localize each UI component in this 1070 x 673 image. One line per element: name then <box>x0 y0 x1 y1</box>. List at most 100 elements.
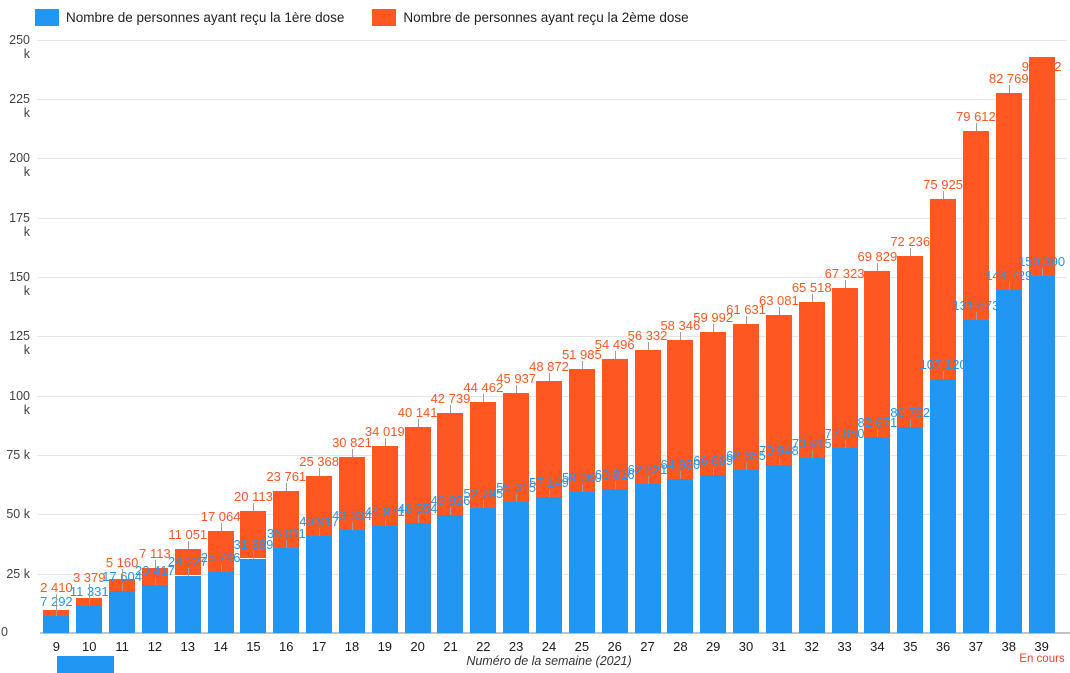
annotation-dose2-week-14: 17 064 <box>200 509 241 525</box>
annotation-stem-dose1-week-15 <box>253 550 255 559</box>
annotation-dose2-week-35: 72 236 <box>890 233 931 249</box>
bar-dose1-week-36[interactable] <box>930 378 957 633</box>
bar-dose1-week-32[interactable] <box>798 457 825 633</box>
annotation-dose2-week-13: 11 051 <box>168 527 208 543</box>
x-tick-label-week-25: 25 <box>574 639 590 654</box>
annotation-stem-dose2-week-11 <box>122 569 124 579</box>
annotation-dose2-week-12: 7 113 <box>139 545 171 561</box>
bar-dose2-week-36[interactable] <box>930 198 957 379</box>
bar-dose2-week-12[interactable] <box>141 567 168 585</box>
annotation-dose2-week-24: 48 872 <box>529 359 569 375</box>
annotation-stem-dose2-week-18 <box>351 449 353 457</box>
bar-dose2-week-16[interactable] <box>273 491 300 548</box>
bar-dose1-week-14[interactable] <box>207 571 234 633</box>
bar-dose1-week-12[interactable] <box>141 584 168 633</box>
bar-dose2-week-35[interactable] <box>897 255 924 428</box>
y-tick-label-25k: 25 k <box>6 566 30 581</box>
gridline-200k <box>37 158 1067 160</box>
bar-dose2-week-29[interactable] <box>700 332 727 475</box>
annotation-stem-dose1-week-23 <box>516 493 518 502</box>
bar-dose1-week-20[interactable] <box>404 522 431 633</box>
bar-dose1-week-34[interactable] <box>864 436 891 633</box>
bar-dose1-week-17[interactable] <box>306 535 333 633</box>
bar-dose1-week-25[interactable] <box>568 492 595 633</box>
bar-dose1-week-15[interactable] <box>240 558 267 633</box>
bar-dose2-week-19[interactable] <box>371 445 398 527</box>
annotation-stem-dose1-week-10 <box>89 598 91 607</box>
bar-dose2-week-32[interactable] <box>798 302 825 458</box>
gridline-150k <box>37 277 1067 279</box>
annotation-stem-dose1-week-28 <box>680 470 682 479</box>
annotation-stem-dose1-week-32 <box>811 449 813 458</box>
annotation-stem-dose2-week-33 <box>844 280 846 289</box>
bar-dose1-week-33[interactable] <box>831 448 858 633</box>
bar-dose1-week-30[interactable] <box>733 470 760 633</box>
annotation-stem-dose1-week-35 <box>910 419 912 428</box>
bar-dose2-week-28[interactable] <box>667 340 694 479</box>
annotation-dose1-week-18: 43 334 <box>332 508 372 524</box>
annotation-stem-dose2-week-35 <box>910 247 912 256</box>
annotation-dose2-week-31: 63 081 <box>758 292 799 308</box>
annotation-dose2-week-23: 45 937 <box>496 370 537 386</box>
annotation-stem-dose2-week-26 <box>614 351 616 360</box>
annotation-stem-dose1-week-11 <box>122 583 124 592</box>
annotation-dose2-week-21: 42 739 <box>430 391 471 407</box>
bar-dose2-week-18[interactable] <box>338 457 365 531</box>
bar-dose2-week-21[interactable] <box>437 413 464 515</box>
annotation-dose2-week-32: 65 518 <box>791 280 832 296</box>
annotation-stem-dose1-week-24 <box>549 489 550 498</box>
annotation-stem-dose2-week-13 <box>187 541 189 550</box>
bar-dose1-week-28[interactable] <box>667 478 694 633</box>
bar-dose1-week-24[interactable] <box>536 497 562 633</box>
annotation-dose1-week-26: 60 816 <box>594 466 635 482</box>
bar-dose1-week-38[interactable] <box>995 289 1022 633</box>
annotation-stem-dose2-week-12 <box>154 559 156 568</box>
bar-dose1-week-18[interactable] <box>338 530 365 633</box>
bar-dose2-week-22[interactable] <box>470 402 497 508</box>
annotation-stem-dose2-week-15 <box>253 502 255 511</box>
bar-dose1-week-9[interactable] <box>43 615 70 633</box>
annotation-dose1-week-37: 131 873 <box>952 298 1000 314</box>
x-tick-label-week-14: 14 <box>213 639 228 654</box>
bar-dose2-week-30[interactable] <box>733 323 760 471</box>
annotation-dose1-week-38: 144 729 <box>985 267 1033 283</box>
annotation-stem-dose2-week-29 <box>713 324 715 333</box>
gridline-175k <box>37 217 1067 219</box>
bar-dose1-week-27[interactable] <box>634 483 661 633</box>
bar-dose2-week-17[interactable] <box>306 475 333 536</box>
bar-dose1-week-10[interactable] <box>76 606 103 633</box>
annotation-stem-dose2-week-27 <box>647 342 649 351</box>
bar-dose2-week-31[interactable] <box>765 314 792 465</box>
bar-dose1-week-26[interactable] <box>601 488 628 633</box>
annotation-dose1-week-9: 7 292 <box>40 593 73 609</box>
annotation-stem-dose1-week-36 <box>943 370 945 379</box>
bar-dose1-week-21[interactable] <box>437 514 464 633</box>
bar-dose2-week-27[interactable] <box>634 350 661 484</box>
gridline-125k <box>37 336 1067 338</box>
bar-dose2-week-23[interactable] <box>503 392 530 502</box>
bar-dose1-week-22[interactable] <box>470 507 497 633</box>
bar-dose2-week-37[interactable] <box>962 131 989 321</box>
bar-dose1-week-23[interactable] <box>503 501 530 633</box>
bar-dose1-week-19[interactable] <box>371 526 398 633</box>
bar-dose1-week-39[interactable] <box>1028 276 1055 633</box>
bar-dose1-week-11[interactable] <box>109 591 136 633</box>
x-tick-label-week-16: 16 <box>279 639 294 654</box>
annotation-dose2-week-10: 3 379 <box>72 570 106 586</box>
bar-dose2-week-33[interactable] <box>831 288 858 449</box>
bar-dose2-week-24[interactable] <box>536 381 562 498</box>
bar-dose1-week-16[interactable] <box>273 547 300 633</box>
bar-dose1-week-29[interactable] <box>700 474 727 633</box>
bar-dose2-week-34[interactable] <box>864 271 891 437</box>
bar-dose2-week-26[interactable] <box>601 359 628 489</box>
annotation-dose1-week-22: 52 795 <box>463 485 504 501</box>
bar-dose2-week-39[interactable] <box>1028 56 1055 277</box>
bar-dose1-week-35[interactable] <box>897 427 924 633</box>
bar-dose2-week-20[interactable] <box>404 427 431 523</box>
bar-dose1-week-13[interactable] <box>174 575 201 633</box>
annotation-dose1-week-13: 24 227 <box>167 553 208 569</box>
bar-dose2-week-25[interactable] <box>568 368 595 493</box>
bar-dose2-week-38[interactable] <box>995 93 1022 290</box>
bar-dose1-week-37[interactable] <box>962 320 989 633</box>
bar-dose1-week-31[interactable] <box>765 464 792 633</box>
